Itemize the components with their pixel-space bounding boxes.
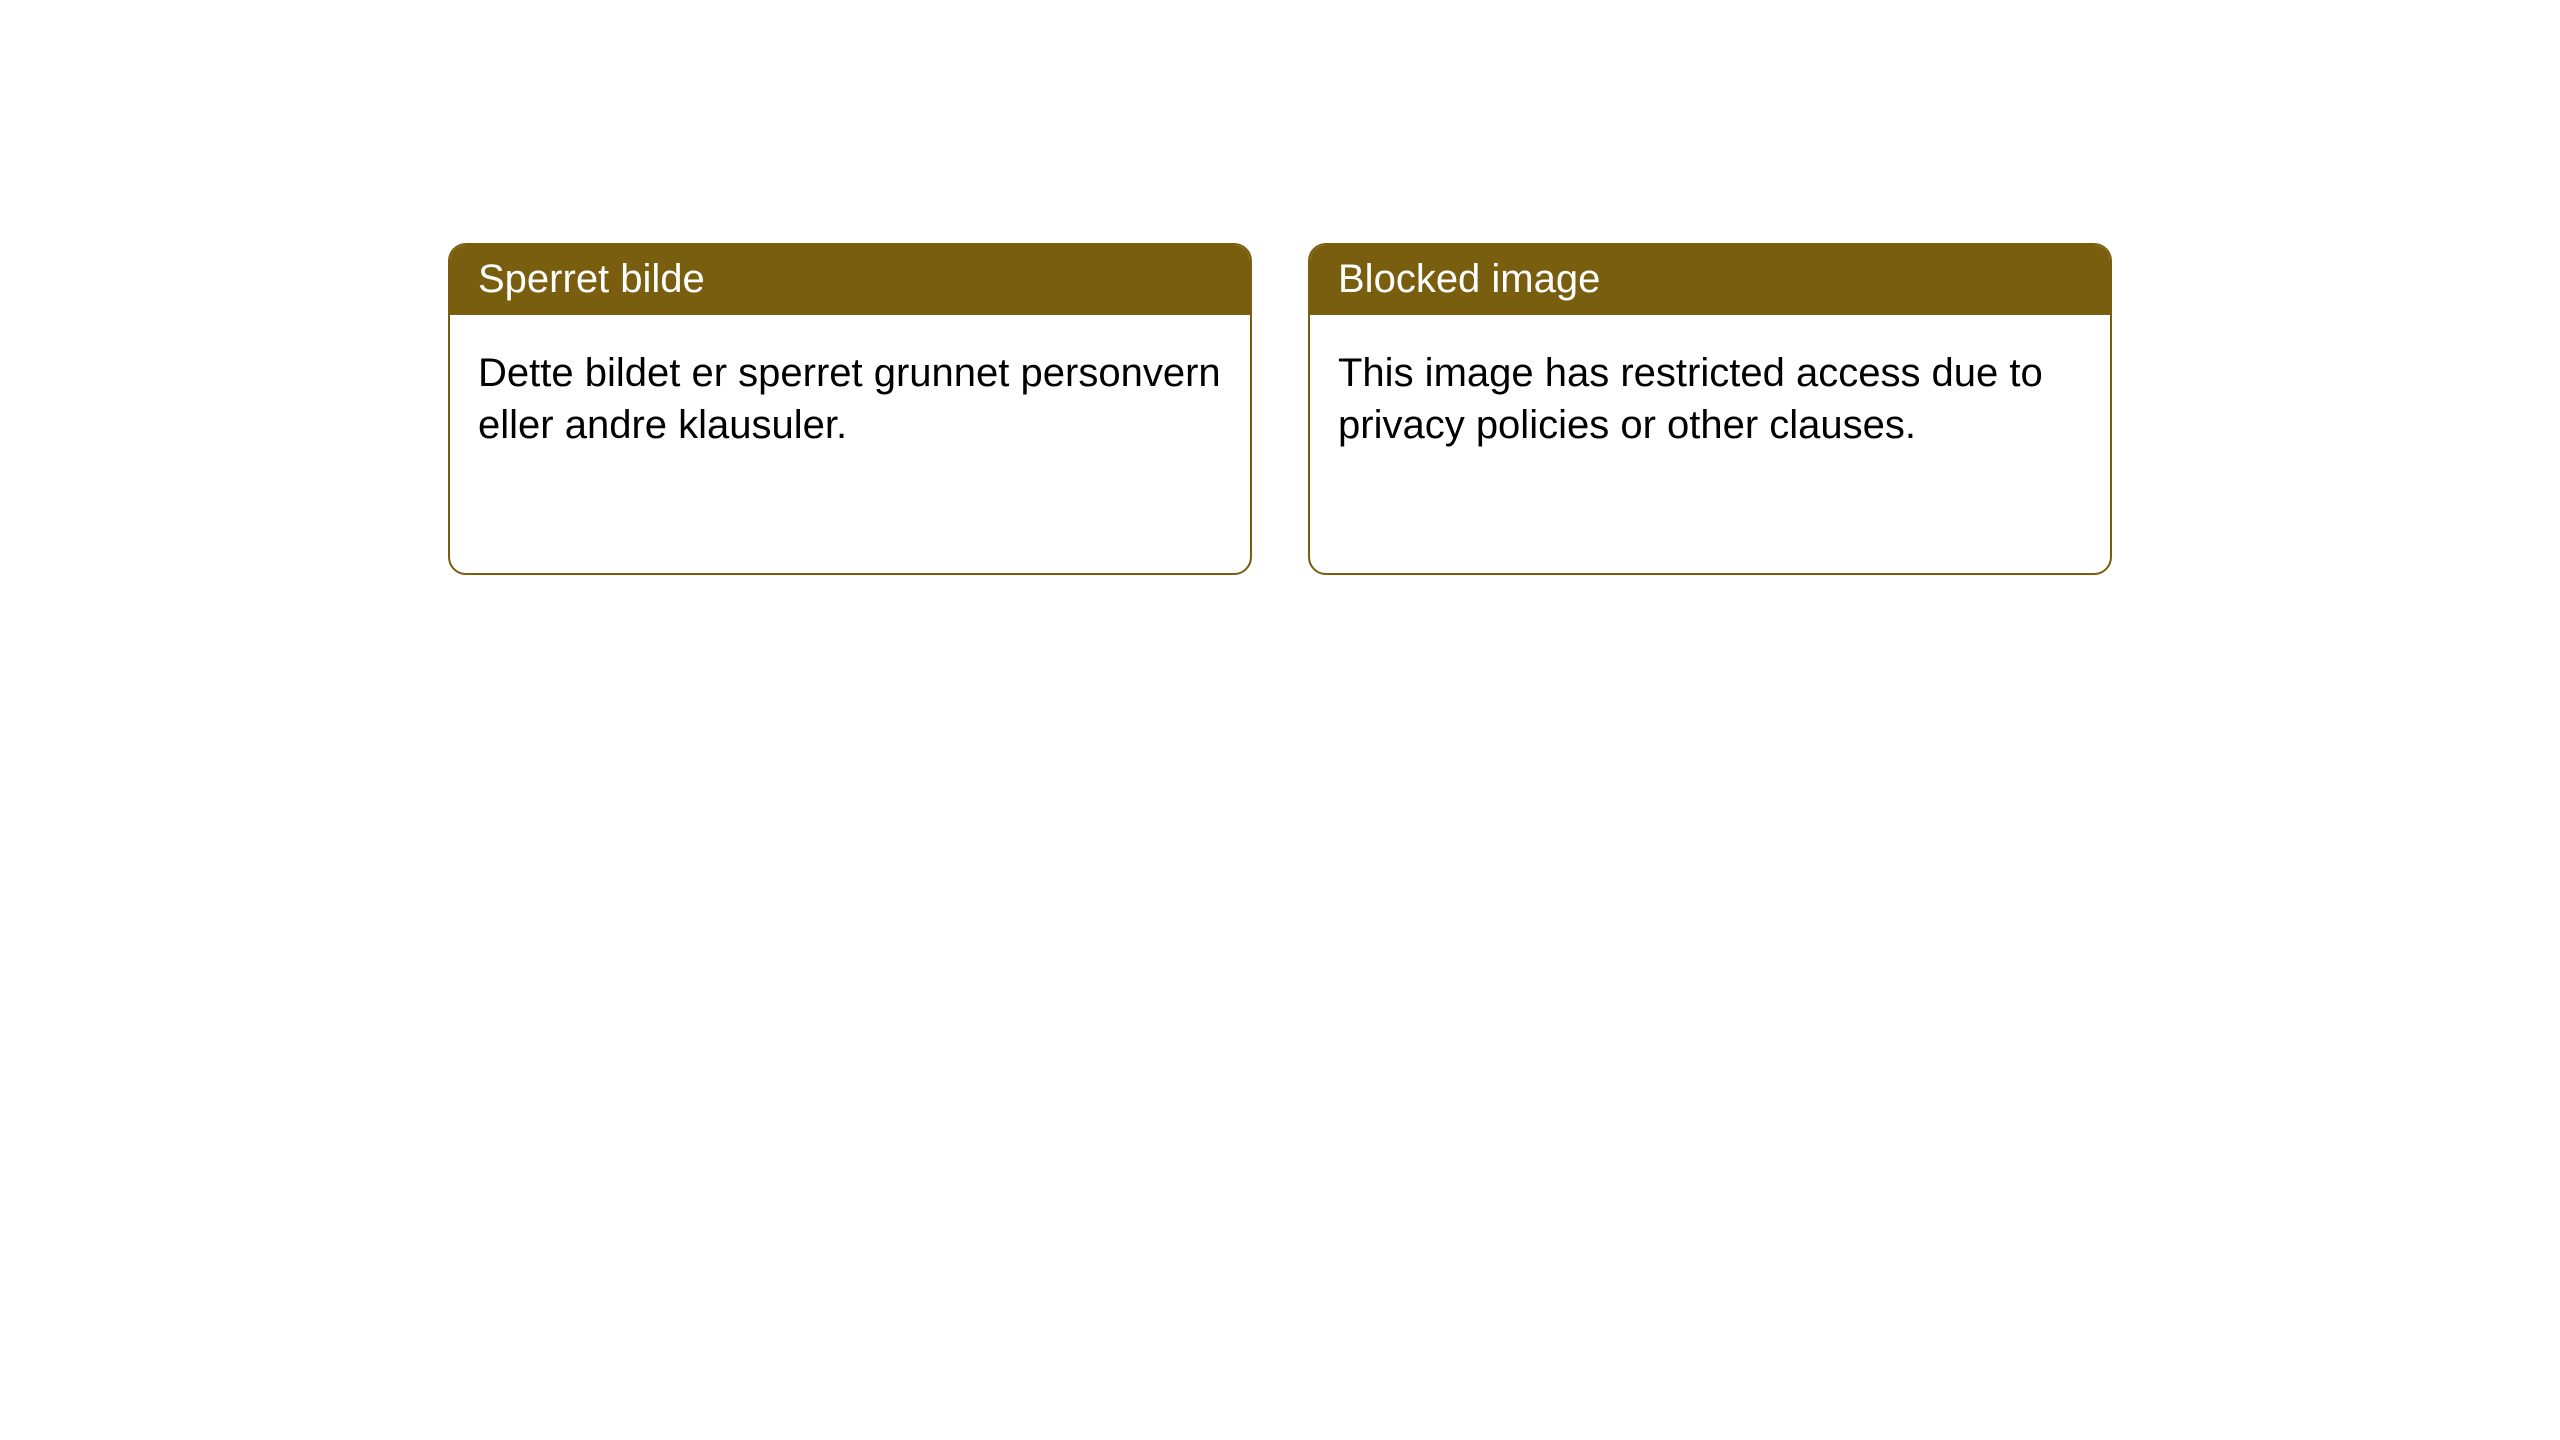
- notice-container: Sperret bilde Dette bildet er sperret gr…: [448, 243, 2112, 575]
- notice-body-english: This image has restricted access due to …: [1310, 315, 2110, 483]
- notice-header-english: Blocked image: [1310, 245, 2110, 315]
- notice-box-norwegian: Sperret bilde Dette bildet er sperret gr…: [448, 243, 1252, 575]
- notice-header-norwegian: Sperret bilde: [450, 245, 1250, 315]
- notice-box-english: Blocked image This image has restricted …: [1308, 243, 2112, 575]
- notice-body-norwegian: Dette bildet er sperret grunnet personve…: [450, 315, 1250, 483]
